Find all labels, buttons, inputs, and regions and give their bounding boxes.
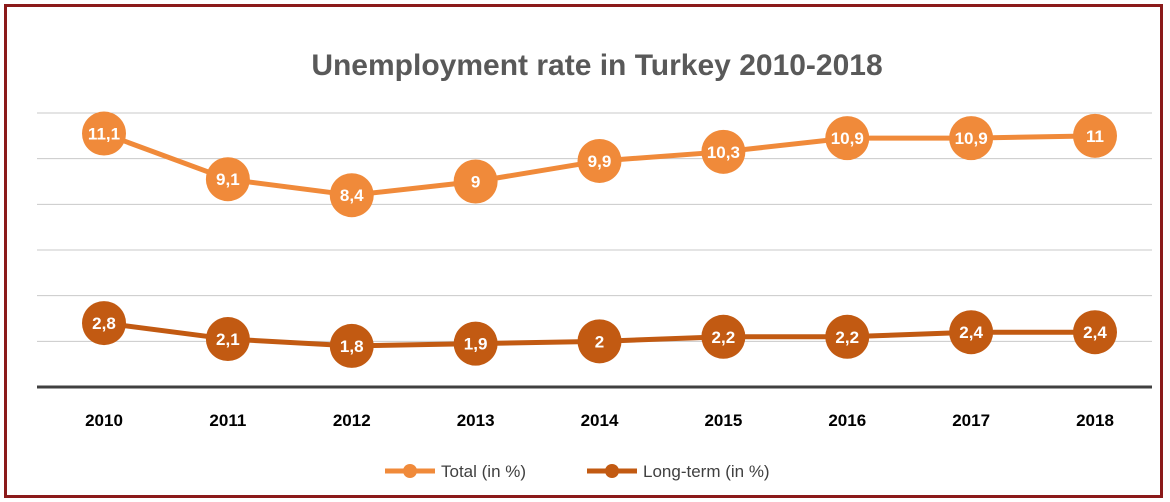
- x-tick-label: 2012: [333, 411, 371, 430]
- data-label: 2: [595, 332, 604, 351]
- legend-label: Total (in %): [441, 462, 526, 481]
- data-label: 8,4: [340, 186, 364, 205]
- data-point: [825, 116, 870, 161]
- data-label: 2,4: [959, 323, 983, 342]
- data-point: [329, 173, 374, 218]
- data-point: [949, 116, 994, 161]
- data-label: 9,9: [588, 152, 612, 171]
- data-point: [577, 319, 622, 364]
- line-chart: Unemployment rate in Turkey 2010-2018 11…: [37, 49, 1152, 481]
- data-label: 1,8: [340, 337, 364, 356]
- chart-frame: Unemployment rate in Turkey 2010-2018 11…: [4, 4, 1163, 498]
- chart-title: Unemployment rate in Turkey 2010-2018: [311, 49, 882, 82]
- series-layer: 11,1 9,1 8,4 9 9,9 10,3 10,9 10,9 11 2,8 2,1 1,8 1,9…: [82, 111, 1117, 368]
- data-point: [701, 129, 746, 174]
- data-point: [825, 314, 870, 359]
- series-total: 11,1 9,1 8,4 9 9,9 10,3 10,9 10,9 11: [82, 111, 1117, 218]
- data-label: 10,3: [707, 143, 740, 162]
- x-tick-label: 2010: [85, 411, 123, 430]
- x-tick-label: 2011: [209, 411, 246, 430]
- data-point: [205, 317, 250, 362]
- legend-marker: [605, 464, 619, 478]
- data-label: 11,1: [88, 125, 120, 144]
- data-point: [949, 310, 994, 355]
- x-tick-label: 2018: [1076, 411, 1114, 430]
- data-point: [329, 323, 374, 368]
- data-point: [701, 314, 746, 359]
- data-label: 9: [471, 173, 480, 192]
- data-point: [453, 159, 498, 204]
- x-tick-label: 2014: [581, 411, 619, 430]
- data-point: [205, 157, 250, 202]
- data-point: [453, 321, 498, 366]
- data-label: 10,9: [955, 129, 988, 148]
- x-axis: 2010 2011 2012 2013 2014 2015 2016 2017 2018: [37, 385, 1152, 430]
- data-point: [1073, 310, 1117, 355]
- legend-marker: [403, 464, 417, 478]
- data-label: 2,2: [712, 328, 736, 347]
- legend-label: Long-term (in %): [643, 462, 770, 481]
- data-point: [82, 301, 126, 346]
- series-long-term: 2,8 2,1 1,8 1,9 2 2,2 2,2 2,4 2,4: [82, 301, 1117, 368]
- legend: Total (in %) Long-term (in %): [385, 462, 770, 481]
- data-label: 2,8: [92, 314, 116, 333]
- x-tick-label: 2013: [457, 411, 495, 430]
- x-tick-label: 2015: [704, 411, 742, 430]
- legend-item: Long-term (in %): [587, 462, 770, 481]
- x-tick-label: 2016: [828, 411, 866, 430]
- data-label: 2,2: [835, 328, 859, 347]
- data-label: 2,4: [1083, 323, 1107, 342]
- data-point: [577, 138, 622, 183]
- data-label: 1,9: [464, 335, 488, 354]
- x-tick-label: 2017: [952, 411, 990, 430]
- data-point: [1073, 113, 1117, 158]
- data-label: 2,1: [216, 330, 240, 349]
- legend-item: Total (in %): [385, 462, 526, 481]
- data-label: 9,1: [216, 170, 240, 189]
- data-label: 11: [1086, 127, 1104, 146]
- data-label: 10,9: [831, 129, 864, 148]
- data-point: [82, 111, 126, 156]
